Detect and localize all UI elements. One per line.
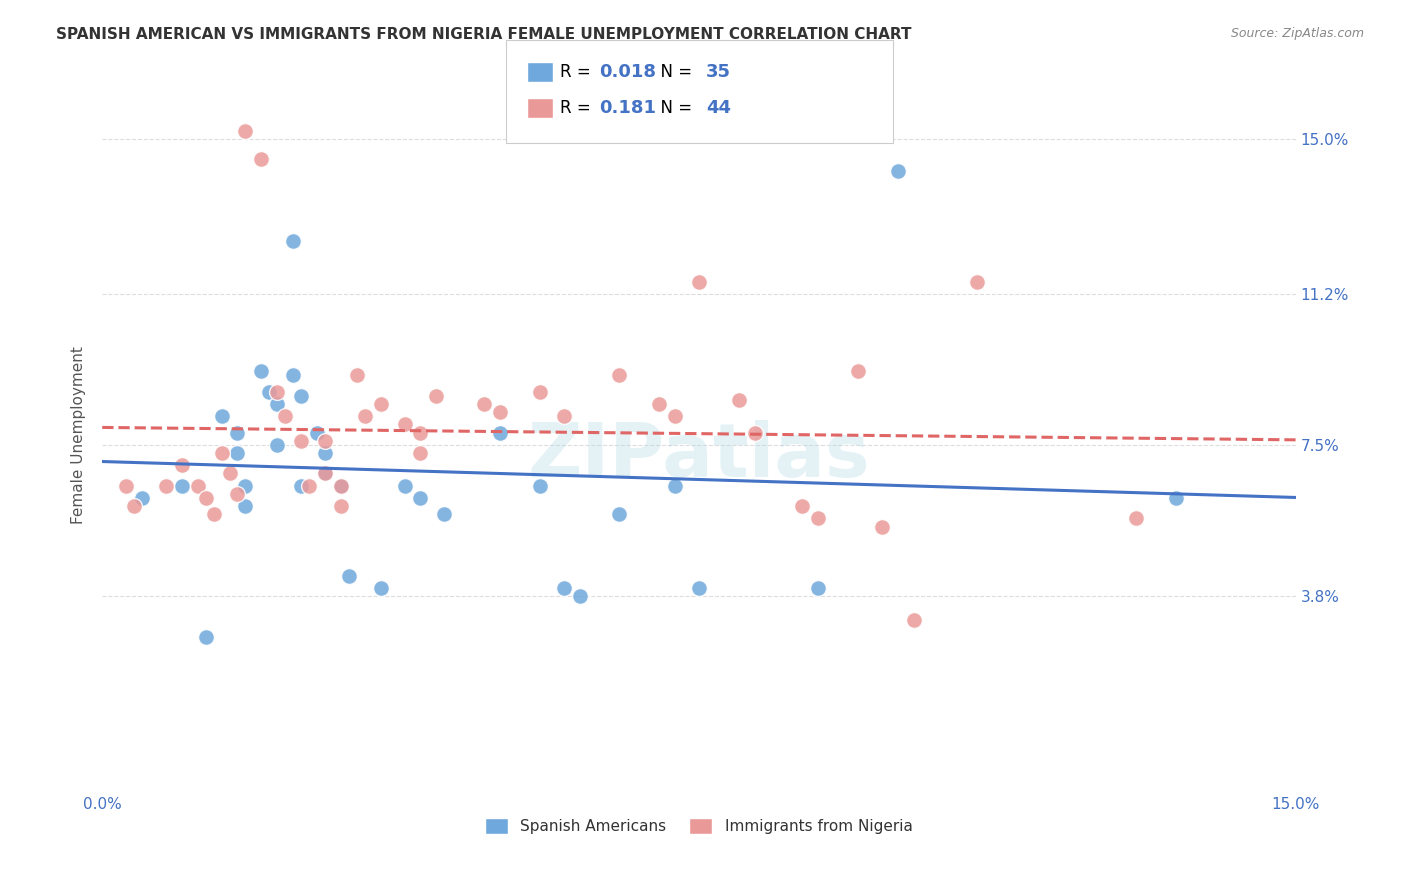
Point — [305, 425, 328, 440]
Text: R =: R = — [560, 99, 596, 117]
Text: N =: N = — [650, 99, 697, 117]
Point — [394, 417, 416, 432]
Point — [472, 397, 495, 411]
Point — [887, 164, 910, 178]
Point — [664, 409, 686, 424]
Point — [170, 458, 193, 473]
Point — [194, 491, 217, 505]
Point — [607, 508, 630, 522]
Point — [409, 491, 432, 505]
Point — [903, 614, 925, 628]
Point — [266, 397, 288, 411]
Point — [290, 389, 312, 403]
Point — [290, 434, 312, 448]
Point — [329, 479, 352, 493]
Point — [211, 446, 233, 460]
Text: 0.181: 0.181 — [599, 99, 657, 117]
Point — [553, 581, 575, 595]
Text: R =: R = — [560, 63, 596, 81]
Text: 0.018: 0.018 — [599, 63, 657, 81]
Point — [792, 499, 814, 513]
Point — [966, 275, 988, 289]
Point — [807, 511, 830, 525]
Point — [226, 487, 249, 501]
Point — [648, 397, 671, 411]
Point — [489, 425, 512, 440]
Point — [688, 581, 710, 595]
Point — [394, 479, 416, 493]
Point — [370, 397, 392, 411]
Text: N =: N = — [650, 63, 697, 81]
Point — [290, 479, 312, 493]
Point — [283, 368, 305, 383]
Text: 35: 35 — [706, 63, 731, 81]
Point — [250, 364, 273, 378]
Point — [170, 479, 193, 493]
Point — [259, 384, 281, 399]
Point — [122, 499, 145, 513]
Point — [235, 123, 257, 137]
Text: ZIPatlas: ZIPatlas — [527, 419, 870, 492]
Point — [337, 568, 360, 582]
Point — [433, 508, 456, 522]
Y-axis label: Female Unemployment: Female Unemployment — [72, 346, 86, 524]
Point — [314, 434, 336, 448]
Point — [274, 409, 297, 424]
Point — [846, 364, 869, 378]
Point — [314, 467, 336, 481]
Point — [370, 581, 392, 595]
Point — [226, 425, 249, 440]
Point — [607, 368, 630, 383]
Point — [131, 491, 153, 505]
Point — [266, 438, 288, 452]
Point — [202, 508, 225, 522]
Point — [353, 409, 375, 424]
Point — [266, 384, 288, 399]
Point — [664, 479, 686, 493]
Point — [155, 479, 177, 493]
Point — [727, 392, 749, 407]
Point — [235, 479, 257, 493]
Point — [807, 581, 830, 595]
Point — [489, 405, 512, 419]
Point — [688, 275, 710, 289]
Point — [298, 479, 321, 493]
Point — [187, 479, 209, 493]
Text: Source: ZipAtlas.com: Source: ZipAtlas.com — [1230, 27, 1364, 40]
Point — [409, 446, 432, 460]
Point — [194, 630, 217, 644]
Point — [226, 446, 249, 460]
Point — [1166, 491, 1188, 505]
Point — [329, 479, 352, 493]
Point — [329, 499, 352, 513]
Point — [235, 499, 257, 513]
Point — [529, 479, 551, 493]
Text: SPANISH AMERICAN VS IMMIGRANTS FROM NIGERIA FEMALE UNEMPLOYMENT CORRELATION CHAR: SPANISH AMERICAN VS IMMIGRANTS FROM NIGE… — [56, 27, 911, 42]
Text: 44: 44 — [706, 99, 731, 117]
Point — [870, 519, 893, 533]
Point — [211, 409, 233, 424]
Point — [283, 234, 305, 248]
Legend: Spanish Americans, Immigrants from Nigeria: Spanish Americans, Immigrants from Niger… — [485, 818, 912, 834]
Point — [250, 152, 273, 166]
Point — [218, 467, 240, 481]
Point — [115, 479, 138, 493]
Point — [568, 589, 591, 603]
Point — [409, 425, 432, 440]
Point — [529, 384, 551, 399]
Point — [553, 409, 575, 424]
Point — [744, 425, 766, 440]
Point — [314, 467, 336, 481]
Point — [1125, 511, 1147, 525]
Point — [346, 368, 368, 383]
Point — [425, 389, 447, 403]
Point — [314, 446, 336, 460]
